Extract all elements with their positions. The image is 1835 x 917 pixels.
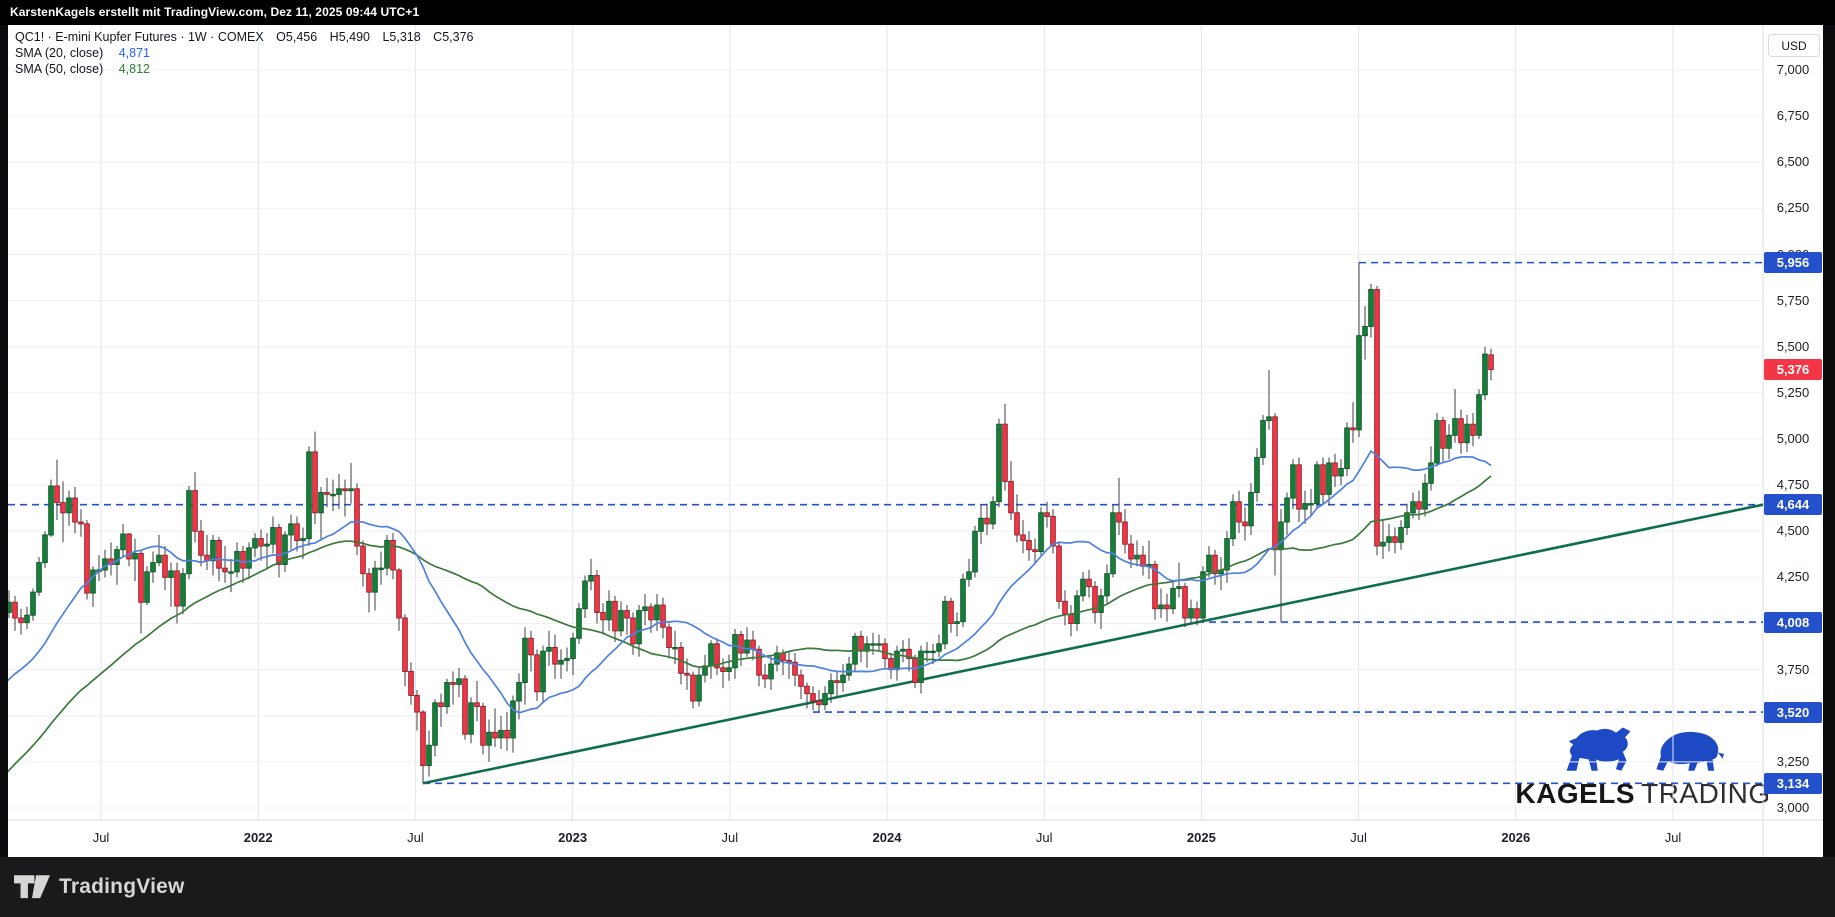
sma20-label: SMA (20, close): [15, 46, 104, 60]
currency-unit-button[interactable]: USD: [1768, 34, 1820, 57]
time-axis-year-label: 2026: [1501, 830, 1531, 845]
price-tick-label: 6,500: [1776, 154, 1810, 170]
sma50-label: SMA (50, close): [15, 62, 104, 76]
time-axis-year-label: 2022: [243, 830, 273, 845]
time-axis-month-label: Jul: [1350, 830, 1367, 845]
legend-sma50-row[interactable]: SMA (50, close) 4,812: [15, 62, 473, 77]
price-tick-label: 3,750: [1776, 661, 1810, 677]
chart-canvas[interactable]: [8, 25, 1823, 857]
price-tick-label: 4,750: [1776, 477, 1810, 493]
tradingview-logo-icon: [14, 874, 50, 898]
tradingview-logo-text: TradingView: [59, 875, 185, 898]
sma50-line: [8, 475, 1492, 773]
ohlc-open-label: O: [276, 30, 286, 44]
ohlc-high-value: 5,490: [338, 30, 370, 44]
ohlc-low-label: L: [382, 30, 390, 44]
legend-symbol-row[interactable]: QC1! · E-mini Kupfer Futures · 1W · COME…: [15, 30, 473, 45]
ohlc-open-value: 5,456: [285, 30, 318, 44]
price-tick-label: 5,250: [1776, 384, 1810, 400]
price-level-badge: 5,956: [1764, 252, 1822, 274]
time-axis-month-label: Jul: [1664, 830, 1682, 845]
chart-legend: QC1! · E-mini Kupfer Futures · 1W · COME…: [15, 30, 473, 78]
attribution-text: KarstenKagels erstellt mit TradingView.c…: [10, 5, 420, 19]
price-level-badge: 3,134: [1764, 772, 1822, 794]
price-tick-label: 5,750: [1776, 292, 1810, 308]
ohlc-close-value: 5,376: [442, 30, 474, 44]
ohlc-high-label: H: [329, 30, 339, 44]
symbol-title: QC1! · E-mini Kupfer Futures · 1W · COME…: [15, 30, 264, 44]
price-tick-label: 7,000: [1776, 62, 1810, 77]
attribution-banner: KarstenKagels erstellt mit TradingView.c…: [0, 0, 1835, 25]
price-level-badge: 3,520: [1764, 701, 1822, 723]
price-level-badge: 4,644: [1764, 494, 1822, 516]
price-tick-label: 5,000: [1776, 431, 1810, 446]
time-axis-month-label: Jul: [92, 830, 110, 845]
price-tick-label: 3,000: [1776, 800, 1810, 815]
price-tick-label: 4,500: [1776, 523, 1810, 539]
sma20-line: [8, 449, 1492, 714]
price-tick-label: 5,500: [1776, 338, 1810, 354]
price-tick-label: 3,250: [1776, 753, 1810, 769]
time-axis-month-label: Jul: [407, 830, 424, 845]
price-tick-label: 6,250: [1776, 200, 1810, 216]
price-level-badge: 4,008: [1764, 611, 1822, 633]
price-level-badge: 5,376: [1764, 359, 1822, 381]
bull-icon: [1566, 727, 1631, 771]
price-tick-label: 4,250: [1776, 569, 1810, 585]
kagels-trading-watermark: KAGELS TRADING: [1513, 725, 1773, 809]
time-axis-month-label: Jul: [721, 830, 739, 845]
price-tick-label: 6,750: [1776, 108, 1810, 124]
candles: [8, 262, 1494, 784]
time-axis-year-label: 2024: [872, 830, 902, 845]
footer-bar: TradingView: [0, 857, 1835, 917]
tradingview-logo[interactable]: TradingView: [14, 871, 185, 903]
ohlc-close-label: C: [433, 30, 443, 44]
chart-panel[interactable]: KAGELS TRADING QC1! · E-mini Kupfer Futur…: [8, 25, 1823, 857]
time-axis-month-label: Jul: [1035, 830, 1053, 845]
time-axis-year-label: 2025: [1186, 830, 1216, 845]
time-axis-year-label: 2023: [558, 830, 588, 845]
legend-sma20-row[interactable]: SMA (20, close) 4,871: [15, 46, 473, 61]
ohlc-low-value: 5,318: [389, 30, 421, 44]
sma50-value: 4,812: [118, 62, 150, 76]
sma20-value: 4,871: [118, 46, 150, 60]
